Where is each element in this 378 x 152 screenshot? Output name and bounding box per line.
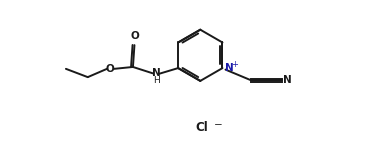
Text: Cl: Cl — [196, 121, 209, 135]
Text: N: N — [152, 68, 161, 78]
Text: N: N — [283, 75, 292, 85]
Text: O: O — [106, 64, 115, 74]
Text: N: N — [226, 63, 234, 73]
Text: −: − — [214, 120, 222, 130]
Text: +: + — [231, 60, 239, 69]
Text: O: O — [130, 31, 139, 41]
Text: H: H — [153, 76, 160, 85]
